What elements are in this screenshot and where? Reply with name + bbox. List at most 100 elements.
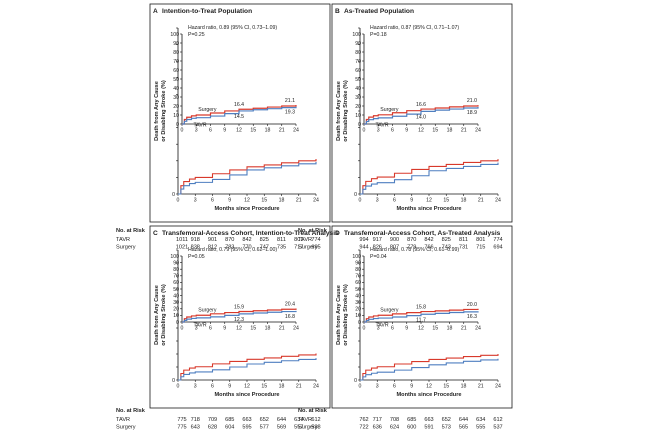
risk-value: 994 [359, 237, 368, 243]
risk-value: 595 [242, 425, 251, 431]
main-x-tick-label: 18 [279, 384, 285, 390]
risk-value: 612 [311, 417, 320, 423]
panel-border [331, 225, 513, 409]
main-x-tick-label: 0 [177, 198, 180, 204]
inset-x-tick-label: 21 [461, 326, 467, 332]
risk-value: 731 [459, 245, 468, 251]
x-axis-label: Months since Procedure [215, 206, 280, 212]
risk-value: 918 [191, 237, 200, 243]
risk-value: 628 [208, 425, 217, 431]
main-x-tick-label: 15 [261, 384, 267, 390]
risk-value: 747 [260, 245, 269, 251]
main-tavr-curve [360, 358, 499, 381]
surgery-12mo-value: 15.8 [416, 305, 426, 311]
risk-value: 624 [390, 425, 399, 431]
surgery-12mo-value: 15.9 [234, 305, 244, 311]
surgery-label: Surgery [198, 307, 217, 313]
inset-y-tick-label: 20 [173, 307, 179, 313]
tavr-24mo-value: 16.3 [467, 314, 477, 320]
surgery-label: Surgery [198, 107, 217, 113]
inset-x-tick-label: 6 [209, 128, 212, 134]
main-x-tick-label: 3 [194, 198, 197, 204]
main-x-tick-label: 9 [228, 384, 231, 390]
inset-x-tick-label: 0 [181, 128, 184, 134]
inset-y-tick-label: 90 [355, 41, 361, 47]
panel-a: A Intention-to-Treat Population0102030405… [149, 3, 331, 223]
x-axis-label: Months since Procedure [397, 392, 462, 398]
y-axis-label-line-1: Death from Any Cause [154, 285, 160, 345]
main-y-tick-label: 0 [172, 378, 175, 384]
y-axis-label-line-2: or Disabling Stroke (%) [343, 284, 349, 346]
risk-value: 870 [225, 237, 234, 243]
inset-y-tick-label: 80 [173, 50, 179, 56]
risk-value: 538 [311, 425, 320, 431]
y-axis-label: Death from Any Cause or Disabling Stroke … [336, 284, 349, 346]
p-value-text: P=0.18 [370, 32, 387, 38]
inset-tavr-curve [182, 106, 297, 125]
inset-y-tick-label: 70 [173, 59, 179, 65]
risk-value: 565 [459, 425, 468, 431]
inset-y-tick-label: 50 [355, 77, 361, 83]
inset-tavr-curve [364, 311, 479, 323]
inset-y-tick-label: 50 [173, 287, 179, 293]
risk-value: 715 [476, 245, 485, 251]
panel-b: B As-Treated Population010203040506070809… [331, 3, 513, 223]
inset-y-tick-label: 60 [173, 280, 179, 286]
risk-value: 634 [476, 417, 485, 423]
main-x-tick-label: 12 [426, 384, 432, 390]
inset-y-tick-label: 30 [355, 300, 361, 306]
panel-letter: A [153, 8, 158, 15]
inset-y-tick-label: 40 [173, 293, 179, 299]
risk-value: 842 [424, 237, 433, 243]
risk-value: 779 [407, 245, 416, 251]
main-x-tick-label: 6 [393, 384, 396, 390]
panel-border [331, 3, 513, 223]
inset-x-tick-label: 9 [405, 326, 408, 332]
inset-x-tick-label: 18 [265, 326, 271, 332]
main-x-tick-label: 24 [313, 198, 319, 204]
main-x-tick-label: 3 [376, 198, 379, 204]
surgery-12mo-value: 16.6 [416, 102, 426, 108]
risk-value: 944 [359, 245, 368, 251]
inset-x-tick-label: 6 [391, 326, 394, 332]
risk-value: 807 [390, 245, 399, 251]
main-x-tick-label: 0 [177, 384, 180, 390]
main-x-tick-label: 15 [443, 198, 449, 204]
tavr-label: TAVR [194, 322, 207, 328]
inset-y-tick-label: 60 [173, 68, 179, 74]
main-x-tick-label: 9 [410, 384, 413, 390]
main-x-tick-label: 9 [228, 198, 231, 204]
inset-tavr-curve [364, 106, 479, 125]
risk-value: 717 [373, 417, 382, 423]
risk-table-a: No. at Risk TAVR 1011 918 901 870 842 825 811 801… [116, 228, 321, 251]
y-axis-label-line-1: Death from Any Cause [336, 81, 342, 141]
inset-x-tick-label: 12 [418, 326, 424, 332]
risk-value: 555 [476, 425, 485, 431]
risk-value: 722 [359, 425, 368, 431]
risk-value: 901 [208, 237, 217, 243]
risk-value: 695 [311, 245, 320, 251]
surgery-24mo-value: 21.0 [467, 98, 477, 104]
main-x-tick-label: 12 [244, 384, 250, 390]
inset-x-tick-label: 18 [447, 326, 453, 332]
risk-value: 774 [311, 237, 320, 243]
risk-value: 569 [277, 425, 286, 431]
inset-y-tick-label: 80 [355, 50, 361, 56]
main-x-tick-label: 24 [495, 384, 501, 390]
panel-letter: B [335, 8, 340, 15]
inset-x-tick-label: 18 [265, 128, 271, 134]
panel-title: Intention-to-Treat Population [162, 8, 252, 15]
inset-surgery-curve [182, 308, 297, 323]
risk-value: 644 [277, 417, 286, 423]
risk-value: 577 [260, 425, 269, 431]
inset-y-tick-label: 70 [355, 274, 361, 280]
risk-table-header: No. at Risk [298, 228, 328, 234]
inset-x-tick-label: 12 [236, 326, 242, 332]
risk-value: 685 [407, 417, 416, 423]
inset-y-tick-label: 80 [173, 267, 179, 273]
main-surgery-curve [178, 353, 317, 381]
inset-y-tick-label: 90 [173, 41, 179, 47]
inset-y-tick-label: 90 [173, 260, 179, 266]
inset-y-tick-label: 100 [352, 32, 361, 38]
